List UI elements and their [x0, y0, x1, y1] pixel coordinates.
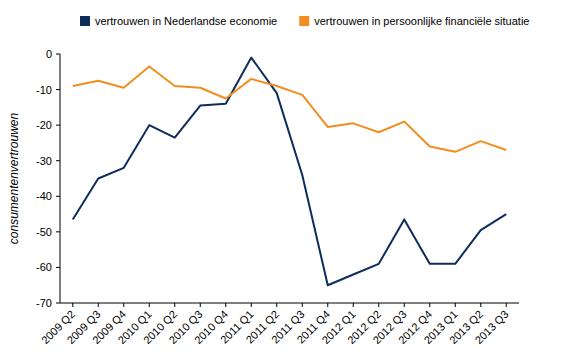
y-tick-label: -20: [36, 119, 52, 131]
series-line: [73, 66, 507, 151]
y-tick: [56, 160, 60, 161]
x-tick: [72, 303, 73, 307]
y-tick: [56, 89, 60, 90]
chart-svg: 0-10-20-30-40-50-60-702009 Q22009 Q32009…: [0, 0, 580, 360]
y-axis: [60, 54, 61, 303]
chart-container: 0-10-20-30-40-50-60-702009 Q22009 Q32009…: [0, 0, 580, 360]
x-tick: [302, 303, 303, 307]
y-tick: [56, 54, 60, 55]
x-tick: [149, 303, 150, 307]
series-group: [73, 58, 507, 286]
y-tick-label: -10: [36, 84, 52, 96]
x-tick: [123, 303, 124, 307]
y-tick-label: -40: [36, 190, 52, 202]
x-tick: [98, 303, 99, 307]
x-tick: [455, 303, 456, 307]
x-tick: [480, 303, 481, 307]
y-tick-label: 0: [46, 48, 52, 60]
x-axis: [60, 303, 519, 304]
x-tick: [506, 303, 507, 307]
x-tick: [276, 303, 277, 307]
legend-swatch: [80, 16, 90, 26]
x-tick: [200, 303, 201, 307]
y-tick: [56, 303, 60, 304]
legend-label: vertrouwen in persoonlijke financiële si…: [314, 15, 529, 27]
x-tick: [174, 303, 175, 307]
y-tick: [56, 267, 60, 268]
series-line: [73, 58, 507, 286]
y-tick: [56, 196, 60, 197]
x-tick: [251, 303, 252, 307]
y-tick: [56, 125, 60, 126]
legend-label: vertrouwen in Nederlandse economie: [95, 15, 277, 27]
x-tick: [429, 303, 430, 307]
y-tick-label: -30: [36, 155, 52, 167]
x-tick: [378, 303, 379, 307]
x-tick: [327, 303, 328, 307]
y-tick-label: -60: [36, 261, 52, 273]
y-axis-label: consumentenvertrouwen: [7, 112, 21, 244]
x-tick: [404, 303, 405, 307]
y-tick: [56, 231, 60, 232]
y-tick-label: -70: [36, 297, 52, 309]
x-tick-label: 2013 Q3: [472, 308, 510, 346]
x-tick: [353, 303, 354, 307]
x-tick: [225, 303, 226, 307]
legend-swatch: [299, 16, 309, 26]
y-tick-label: -50: [36, 226, 52, 238]
